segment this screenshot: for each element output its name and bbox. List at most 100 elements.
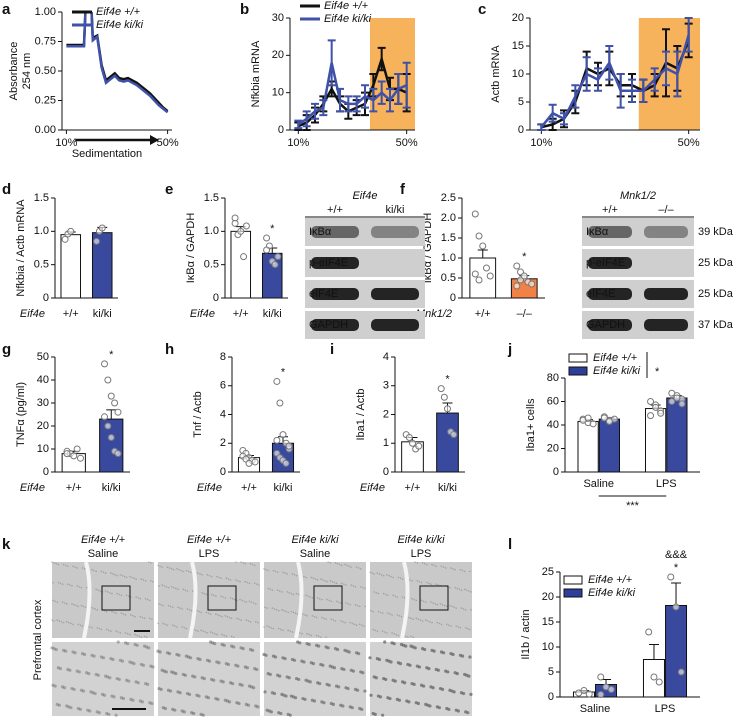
data-point [668,398,676,405]
texture [456,587,459,590]
texture [245,619,248,621]
arrow-head [150,135,159,145]
texture [415,617,418,620]
texture [269,588,272,591]
error-bar [377,46,386,72]
texture [65,620,68,623]
texture [377,657,382,662]
texture [310,576,313,579]
texture [144,597,147,600]
texture [157,622,159,625]
highlight [638,18,700,130]
texture [162,604,165,607]
data-point [93,237,101,245]
texture [432,649,436,653]
texture [458,588,461,591]
significance: * [270,223,275,235]
texture [160,603,162,606]
error-bar [537,123,546,131]
texture [403,681,407,685]
inset-box [101,585,131,611]
texture [68,621,70,624]
texture [237,701,241,706]
texture [415,599,418,602]
y-tick-label: 2.5 [441,192,456,204]
texture [450,625,452,627]
y-tick-label: 1.0 [204,225,219,237]
texture [373,712,377,716]
data-point [585,690,593,698]
texture [182,588,185,591]
texture [391,614,393,616]
texture [133,577,135,580]
texture [51,683,55,687]
texture [117,677,121,682]
texture [99,590,102,592]
texture [292,611,295,614]
texture [315,634,318,637]
texture [140,578,143,580]
texture [98,627,101,630]
texture [291,631,294,633]
texture [454,586,456,589]
error-bar [352,95,361,113]
texture [376,630,379,632]
texture [226,662,231,667]
texture [266,607,268,609]
texture [413,646,417,650]
y-tick-label: 80 [547,372,559,384]
error-bar [571,84,580,109]
data-point [597,691,605,698]
texture [334,562,337,564]
data-point [104,422,112,430]
texture [175,587,177,590]
texture [360,624,363,626]
texture [102,693,107,697]
micrograph [52,562,154,638]
texture [164,623,167,626]
texture [355,624,358,626]
data-point [237,227,245,235]
texture [150,579,152,582]
texture [411,579,413,582]
texture [72,623,74,626]
series-line [540,34,690,128]
texture [229,579,232,581]
texture [416,579,419,582]
texture [147,561,150,563]
texture [429,620,431,623]
texture [347,650,351,654]
error-bar [344,95,353,113]
texture [216,633,218,636]
texture [82,605,85,608]
texture [53,562,55,564]
y-tick-label: 20 [542,591,554,603]
texture [201,574,203,576]
y-tick-label: 5 [548,666,554,678]
texture [293,574,296,576]
texture [221,615,223,618]
texture [115,676,119,681]
data-point [482,264,490,272]
texture [231,597,234,600]
data-point [486,272,494,280]
texture [180,569,182,572]
texture [344,621,346,624]
series-line [297,62,408,126]
texture [314,578,317,580]
texture [393,679,397,683]
column-label: Eif4e +/+ [81,534,126,546]
texture [77,623,80,626]
texture [72,687,76,691]
texture [254,620,257,623]
error-bar [294,119,303,130]
panel-letter: f [400,181,406,198]
texture [161,566,164,568]
texture [316,579,319,581]
texture [125,678,129,682]
texture [461,569,464,572]
data-point [471,270,479,278]
texture [186,608,189,610]
error-bar [106,409,117,420]
texture [80,586,83,589]
